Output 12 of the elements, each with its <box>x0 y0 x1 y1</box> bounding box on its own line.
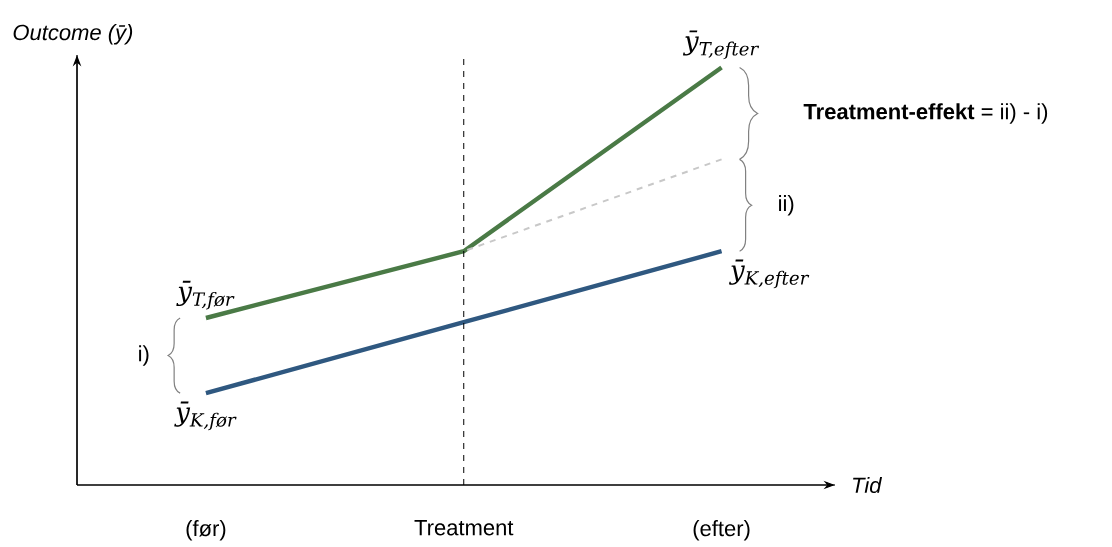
x-axis-title: Tid <box>853 476 883 493</box>
x-tick-label: (efter) <box>693 519 750 541</box>
x-tick-label: (før) <box>186 519 226 541</box>
y-axis-title: Outcome (ȳ) <box>13 23 133 45</box>
annotation: ȳ$_{T,efter}$ <box>682 30 760 60</box>
annotation: ȳ$_{K,før}$ <box>174 401 237 431</box>
annotation: Treatment-effekt = ii) - i) <box>803 103 1048 124</box>
annotation: ȳ$_{T,før}$ <box>176 280 235 310</box>
x-tick-label: Treatment <box>414 519 514 536</box>
annotation: i) <box>139 345 149 366</box>
annotation: ȳ$_{K,efter}$ <box>728 259 810 289</box>
annotation: ii) <box>779 194 794 216</box>
